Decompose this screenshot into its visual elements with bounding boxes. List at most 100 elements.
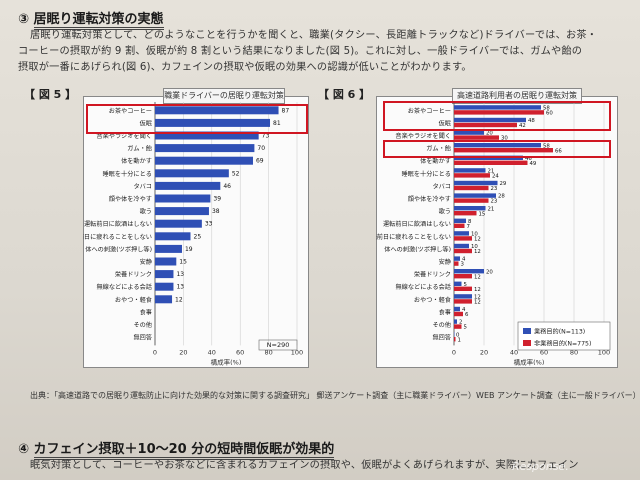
- bar: [155, 131, 259, 140]
- bar-business: [454, 168, 486, 173]
- x-tick-label: 100: [598, 348, 610, 356]
- category-label: 無回答: [133, 334, 152, 342]
- bar-value-label: 4: [462, 307, 466, 313]
- bar-nonbusiness: [454, 198, 489, 203]
- category-label: 運転前日に疲れることをしない: [376, 233, 451, 241]
- bar-nonbusiness: [454, 135, 499, 140]
- category-label: タバコ: [432, 182, 451, 190]
- category-label: タバコ: [133, 182, 152, 190]
- category-label: 安静: [140, 258, 152, 266]
- fig5-title: 職業ドライバーの居眠り運転対策: [163, 88, 285, 104]
- category-label: 無回答: [432, 334, 451, 342]
- fig5-chart: 0 20 40 60 80 100 構成率(%) お茶やコーヒー仮眠音楽やラジオを聞くガム・飴…: [83, 102, 303, 366]
- bar-value-label: 33: [205, 221, 213, 228]
- bar-business: [454, 281, 462, 286]
- legend-box: [517, 321, 611, 351]
- bar-business: [454, 332, 455, 337]
- bar-value-label: 1: [458, 337, 461, 343]
- bar-value-label: 20: [486, 269, 493, 275]
- legend-label: 業務目的(N=113): [534, 328, 585, 336]
- fig6-title: 高速道路利用者の居眠り運転対策: [452, 88, 582, 104]
- category-label: 無線などによる会話: [96, 283, 152, 291]
- bar-value-label: 39: [213, 196, 221, 203]
- bar-value-label: 70: [257, 145, 265, 152]
- bar-business: [454, 143, 541, 148]
- bar-value-label: 38: [212, 208, 220, 215]
- category-label: 体への刺激(ツボ押し等): [85, 245, 152, 253]
- bar-value-label: 2: [459, 320, 462, 326]
- category-label: ガム・飴: [127, 145, 152, 153]
- source-note: 出典：「高速道路での居眠り運転防止に向けた効果的な対策に関する調査研究」 郵送ア…: [30, 391, 640, 400]
- category-label: 仮眠: [439, 119, 451, 127]
- x-axis-label: 構成率(%): [211, 357, 242, 366]
- bar-value-label: 81: [273, 120, 281, 127]
- category-label: 仮眠: [140, 119, 152, 127]
- fig5-highlight-box: [86, 104, 308, 134]
- category-label: 食事: [439, 308, 451, 316]
- bar-value-label: 8: [468, 219, 472, 225]
- fig6-highlight-box-top: [383, 101, 611, 131]
- bar-value-label: 73: [262, 133, 270, 140]
- category-label: 運転前日に飲酒はしない: [84, 220, 152, 228]
- category-label: お茶やコーヒー: [408, 107, 451, 115]
- category-label: 睡眠を十分にとる: [402, 170, 452, 178]
- legend-swatch: [523, 328, 531, 334]
- bar-value-label: 30: [501, 136, 508, 142]
- bar-nonbusiness: [454, 148, 553, 153]
- fig5-label: 【 図 5 】: [24, 88, 77, 101]
- category-label: 顔や体を冷やす: [408, 195, 451, 203]
- fig5-chart-frame: [83, 96, 309, 368]
- bar-value-label: 5: [464, 325, 467, 331]
- bar-value-label: 23: [491, 186, 498, 192]
- section4-number: ④: [18, 442, 30, 457]
- bar-value-label: 12: [474, 237, 481, 243]
- x-tick-label: 80: [264, 348, 272, 356]
- bar-value-label: 13: [176, 284, 184, 291]
- bar-value-label: 12: [474, 300, 481, 306]
- sample-size-label: N=290: [267, 341, 290, 349]
- bar: [155, 295, 173, 304]
- bar-value-label: 10: [471, 232, 478, 238]
- bar: [155, 207, 209, 216]
- bar-value-label: 87: [282, 107, 290, 114]
- bar: [155, 181, 221, 190]
- category-label: おやつ・軽食: [115, 296, 153, 304]
- bar-business: [454, 193, 496, 198]
- bar-business: [454, 256, 460, 261]
- bar: [155, 118, 271, 127]
- bar-business: [454, 105, 541, 110]
- bar-value-label: 3: [461, 262, 464, 268]
- bar: [155, 232, 191, 241]
- category-label: 栄養ドリンク: [414, 271, 451, 279]
- bar-business: [454, 243, 469, 249]
- bar-nonbusiness: [454, 110, 544, 115]
- x-axis-label: 構成率(%): [514, 357, 545, 366]
- bar-nonbusiness: [454, 337, 456, 342]
- bar-value-label: 24: [492, 174, 499, 180]
- category-label: その他: [432, 321, 451, 329]
- bar-nonbusiness: [454, 173, 490, 178]
- bar-value-label: 12: [474, 287, 481, 293]
- x-tick-label: 80: [570, 348, 578, 356]
- bar-value-label: 42: [519, 123, 526, 129]
- bar-value-label: 28: [498, 194, 505, 200]
- bar: [155, 219, 202, 228]
- bar-value-label: 46: [223, 183, 231, 190]
- bar-value-label: 12: [474, 249, 481, 255]
- fig6-chart: 0 20 40 60 80 100構成率(%)お茶やコーヒー仮眠音楽やラジオを聞くガム・飴…: [376, 102, 611, 366]
- category-label: 顔や体を冷やす: [109, 195, 152, 203]
- category-label: 栄養ドリンク: [115, 271, 152, 279]
- bar-business: [454, 206, 486, 211]
- paragraph-line: 摂取が一番にあげられ(図 6)、カフェインの摂取や仮眠の効果への認識が低いことが…: [18, 62, 472, 73]
- bar-nonbusiness: [454, 236, 472, 241]
- x-tick-label: 20: [480, 348, 488, 356]
- x-tick-label: 0: [153, 348, 157, 356]
- watermark-logo: Response.: [512, 460, 569, 473]
- bar-nonbusiness: [454, 185, 489, 191]
- category-label: おやつ・軽食: [414, 296, 452, 304]
- bar-value-label: 58: [543, 106, 550, 112]
- sample-size-box: [258, 339, 298, 351]
- bar-nonbusiness: [454, 324, 462, 329]
- bar-value-label: 25: [194, 233, 202, 240]
- fig6-highlight-box-gum: [383, 140, 611, 158]
